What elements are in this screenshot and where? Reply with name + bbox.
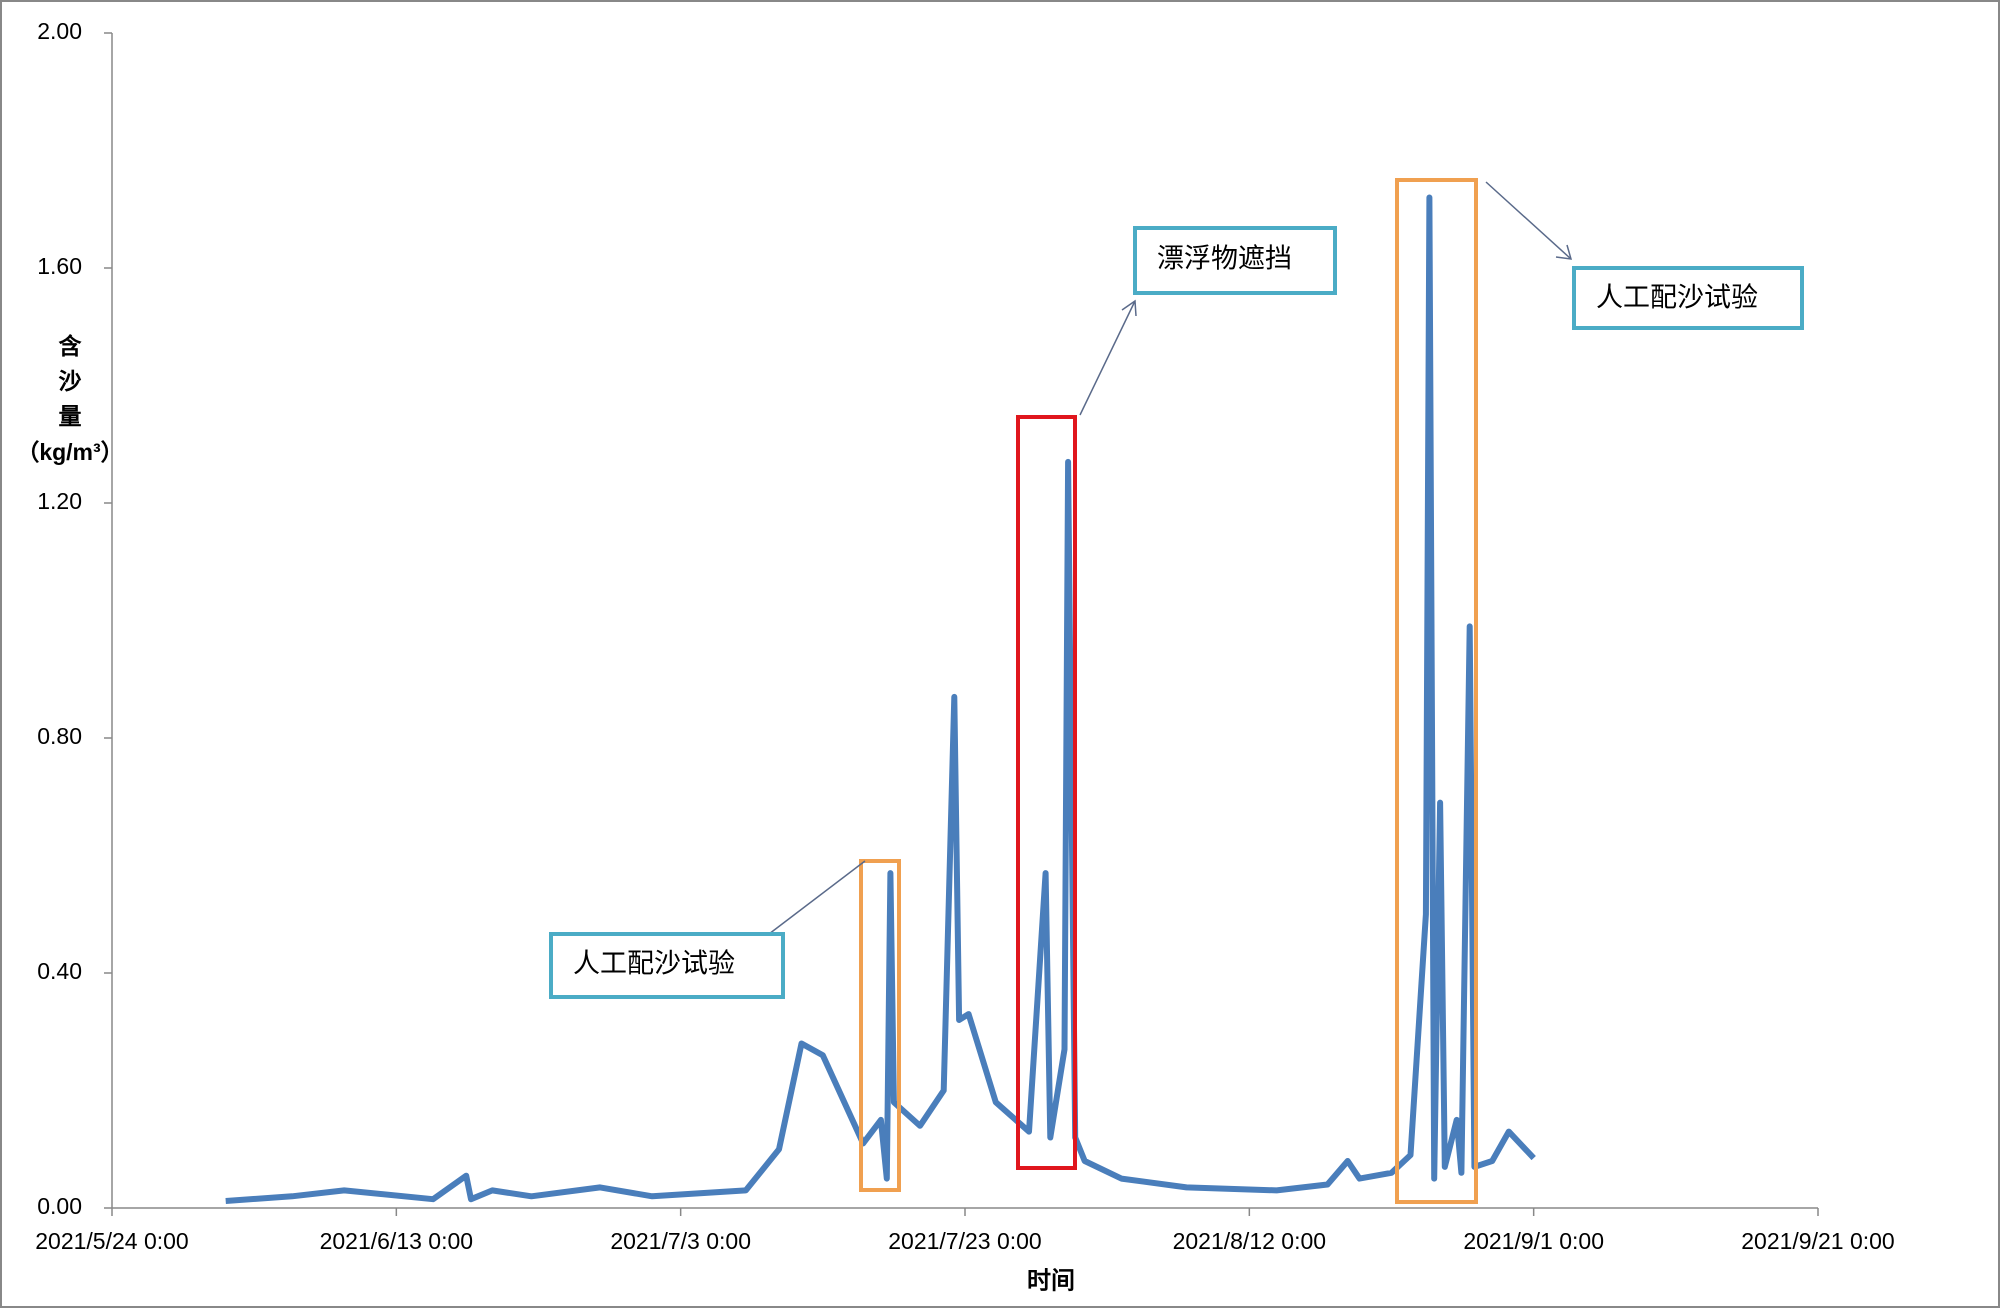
x-tick-label: 2021/9/21 0:00 — [1741, 1228, 1894, 1254]
arrow — [1485, 181, 1572, 260]
annotation-box — [549, 932, 785, 999]
annotation-text: 漂浮物遮挡 — [1157, 244, 1292, 275]
y-tick-label: 0.80 — [37, 723, 82, 749]
y-axis-label: （kg/m³） — [16, 439, 123, 465]
y-tick-label: 0.40 — [37, 958, 82, 984]
x-tick-label: 2021/6/13 0:00 — [320, 1228, 473, 1254]
highlight-box — [1016, 415, 1077, 1170]
data-line — [225, 194, 1536, 1204]
annotations: 人工配沙试验 漂浮物遮挡 人工配沙试验 — [549, 178, 1804, 1204]
annotation-box — [1572, 266, 1804, 330]
arrow-head — [1555, 244, 1573, 260]
x-tick-label: 2021/9/1 0:00 — [1463, 1228, 1604, 1254]
arrow-head — [1121, 299, 1137, 317]
y-axis-label: 沙 — [59, 368, 82, 394]
y-axis-label: 量 — [59, 403, 82, 429]
annotation-text: 人工配沙试验 — [573, 949, 735, 980]
x-tick-label: 2021/8/12 0:00 — [1173, 1228, 1326, 1254]
x-tick-label: 2021/7/3 0:00 — [610, 1228, 751, 1254]
x-axis-label: 时间 — [1027, 1267, 1075, 1294]
x-tick-label: 2021/5/24 0:00 — [35, 1228, 188, 1254]
y-tick-label: 1.20 — [37, 488, 82, 514]
y-tick-label: 2.00 — [37, 18, 82, 44]
y-tick-label: 1.60 — [37, 253, 82, 279]
arrow — [1079, 300, 1136, 416]
y-axis-label: 含 — [59, 333, 83, 359]
arrow — [768, 860, 866, 935]
x-tick-label: 2021/7/23 0:00 — [888, 1228, 1041, 1254]
annotation-box — [1133, 226, 1337, 295]
y-tick-label: 0.00 — [37, 1193, 82, 1219]
annotation-text: 人工配沙试验 — [1596, 283, 1758, 314]
highlight-box — [859, 859, 901, 1192]
highlight-box — [1395, 178, 1478, 1204]
